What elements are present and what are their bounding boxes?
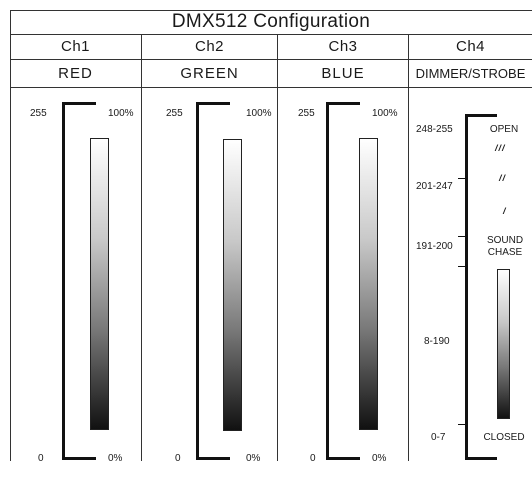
channel-4-range-1: 248-255 <box>416 124 453 135</box>
channel-4-range-5: 0-7 <box>431 432 446 443</box>
channel-1-header: Ch1 <box>60 38 91 55</box>
channel-4-sound-chase-label: SOUND CHASE <box>486 235 524 258</box>
channel-4-tick-2 <box>458 236 467 237</box>
channel-1-min-value: 0 <box>38 453 44 464</box>
channel-2-bracket <box>196 102 199 460</box>
channel-4-header: Ch4 <box>455 38 486 55</box>
channel-3-bracket-bottom <box>326 457 360 460</box>
channel-1-max-pct: 100% <box>108 108 134 119</box>
header-divider <box>10 87 532 88</box>
channel-divider <box>10 59 532 60</box>
channel-4-tick-4 <box>458 424 467 425</box>
channel-2-header: Ch2 <box>194 38 225 55</box>
channel-1-function: RED <box>58 65 93 82</box>
channel-1-bracket-top <box>62 102 96 105</box>
channel-1-max-value: 255 <box>30 108 47 119</box>
channel-4-tick-3 <box>458 266 467 267</box>
channel-4-open-label: OPEN <box>489 124 519 135</box>
channel-4-range-2: 201-247 <box>416 181 453 192</box>
channel-4-range-3: 191-200 <box>416 241 453 252</box>
channel-3-min-pct: 0% <box>372 453 387 464</box>
channel-3-bracket-top <box>326 102 360 105</box>
channel-1-bracket-bottom <box>62 457 96 460</box>
channel-3-function: BLUE <box>321 65 365 82</box>
channel-1-bracket <box>62 102 65 460</box>
col-border-1 <box>141 34 142 461</box>
channel-4-bracket-top <box>465 114 497 117</box>
table-top-border <box>10 10 532 11</box>
title-divider <box>10 34 532 35</box>
channel-2-bracket-top <box>196 102 230 105</box>
channel-4-tick-1 <box>458 178 467 179</box>
channel-3-bracket <box>326 102 329 460</box>
col-border-2 <box>277 34 278 461</box>
lightning-bolt-icon: / <box>503 206 507 216</box>
channel-4-range-4: 8-190 <box>424 336 450 347</box>
channel-3-max-pct: 100% <box>372 108 398 119</box>
channel-4-closed-label: CLOSED <box>483 432 525 443</box>
channel-4-function: DIMMER/STROBE <box>415 66 526 81</box>
channel-3-gradient-bar <box>359 138 378 430</box>
col-border-3 <box>408 34 409 461</box>
channel-3-min-value: 0 <box>310 453 316 464</box>
channel-2-max-value: 255 <box>166 108 183 119</box>
channel-2-function: GREEN <box>180 65 239 82</box>
lightning-bolt-icon: /// <box>495 143 506 153</box>
channel-1-gradient-bar <box>90 138 109 430</box>
channel-3-header: Ch3 <box>328 38 358 55</box>
channel-2-gradient-bar <box>223 139 242 431</box>
channel-2-max-pct: 100% <box>246 108 272 119</box>
channel-4-bracket-bottom <box>465 457 497 460</box>
page-title: DMX512 Configuration <box>171 11 371 32</box>
channel-2-bracket-bottom <box>196 457 230 460</box>
channel-1-min-pct: 0% <box>108 453 123 464</box>
channel-4-gradient-bar <box>497 269 510 419</box>
channel-2-min-value: 0 <box>175 453 181 464</box>
lightning-bolt-icon: // <box>499 173 507 183</box>
channel-4-bracket <box>465 114 468 460</box>
channel-3-max-value: 255 <box>298 108 315 119</box>
channel-2-min-pct: 0% <box>246 453 261 464</box>
col-border-left <box>10 10 11 461</box>
dmx-config-table: DMX512 Configuration Ch1 Ch2 Ch3 Ch4 RED… <box>10 10 532 479</box>
